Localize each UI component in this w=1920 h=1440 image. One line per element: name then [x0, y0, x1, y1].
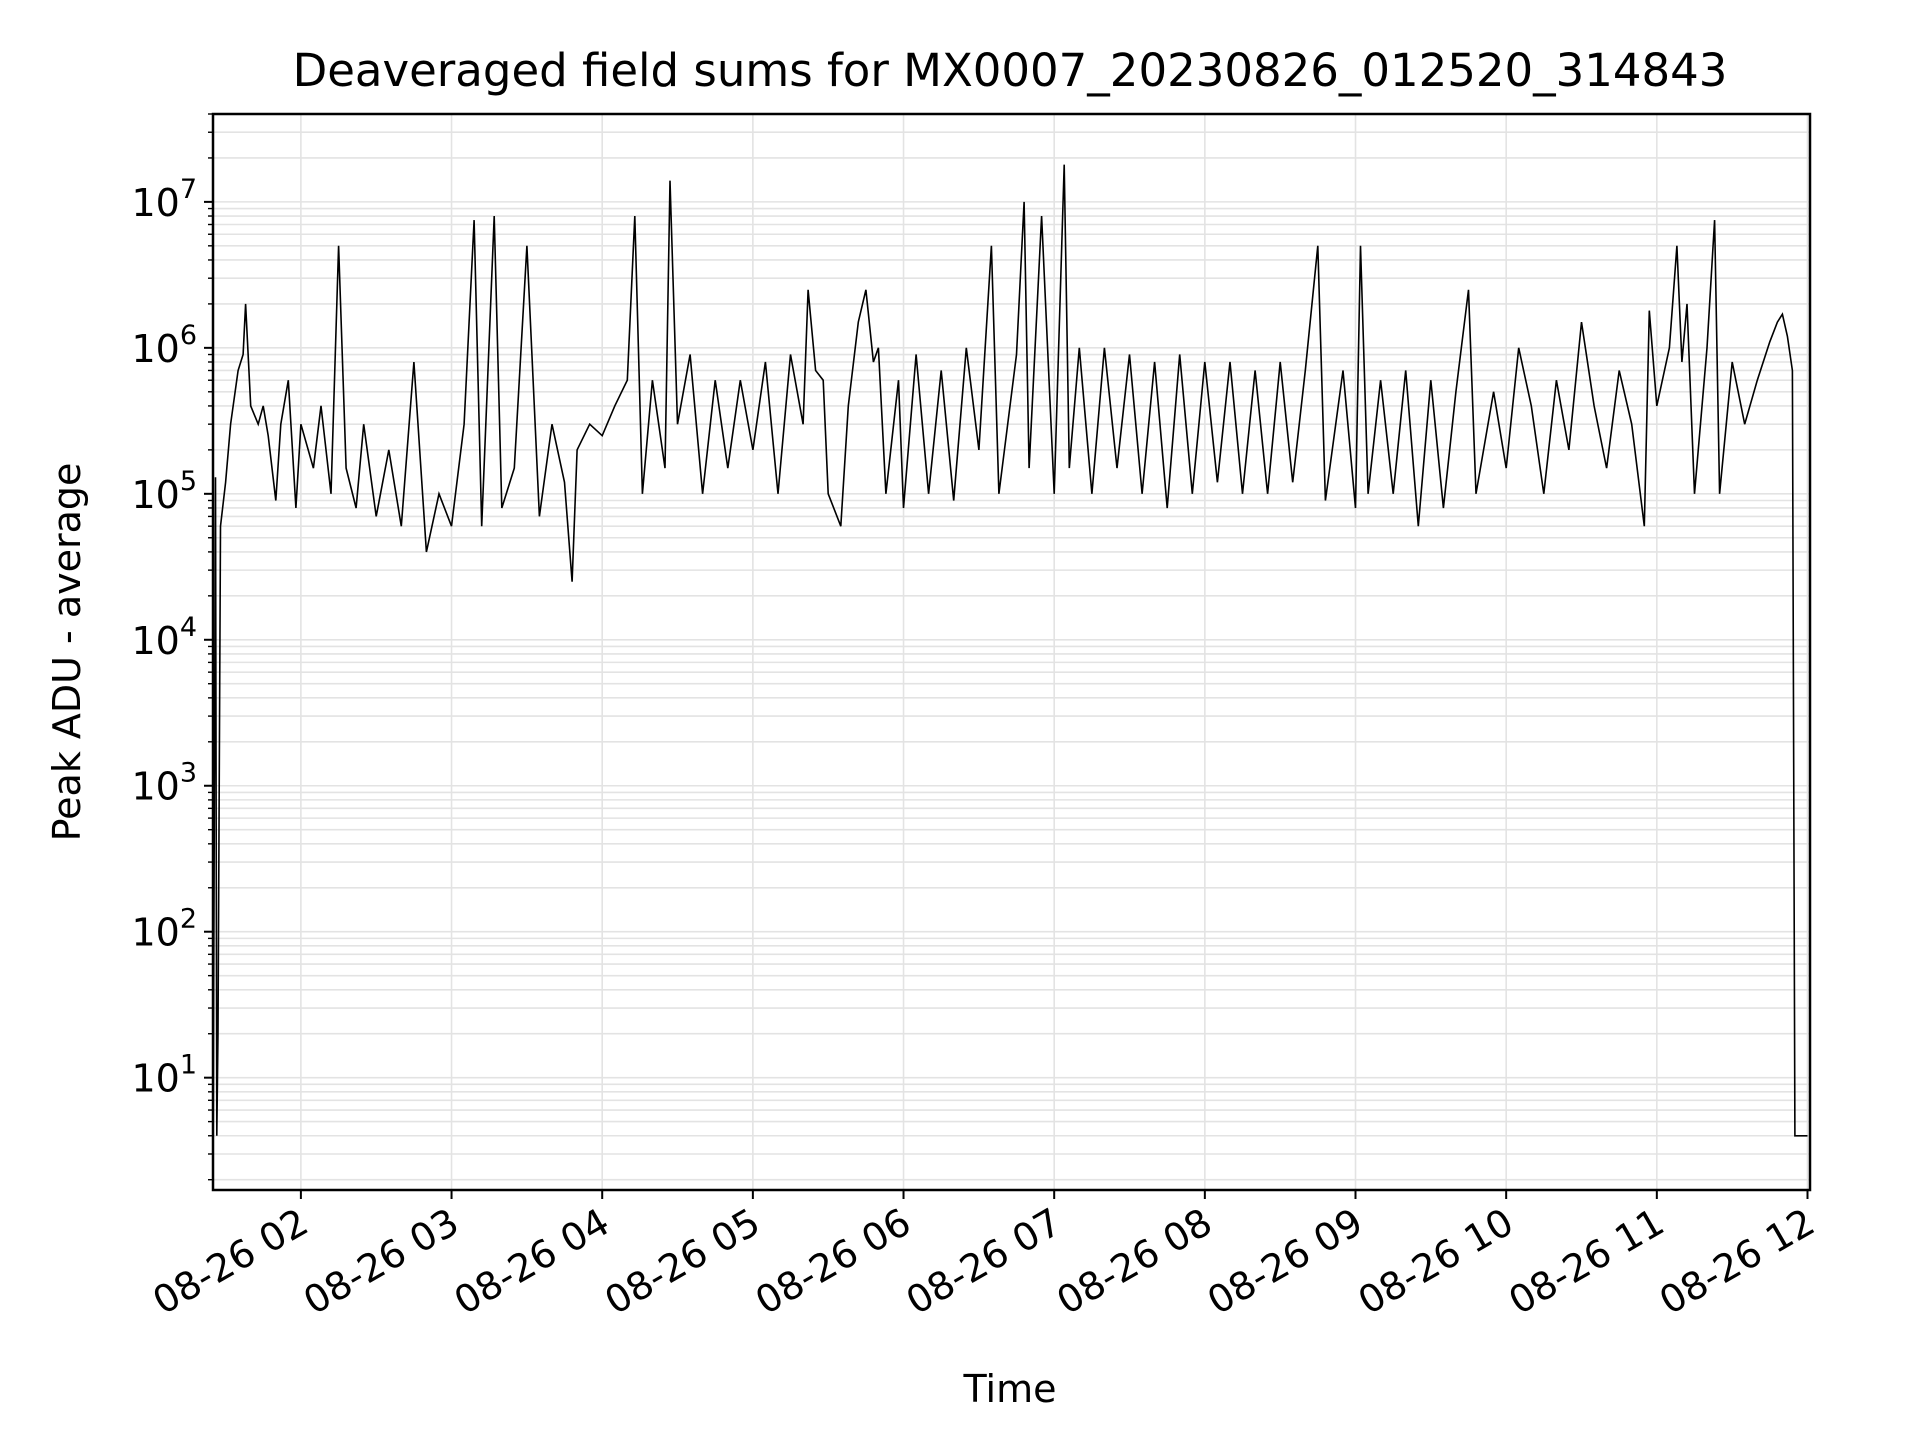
series-group: [212, 164, 1808, 1187]
y-tick-label: 104: [131, 612, 197, 663]
x-tick-label: 08-26 10: [1351, 1200, 1521, 1324]
plot-frame: [211, 112, 1812, 1192]
chart-title: Deaveraged field sums for MX0007_2023082…: [293, 44, 1728, 97]
plot-background: [213, 114, 1810, 1190]
y-axis-label: Peak ADU - average: [45, 463, 89, 842]
y-tick-label: 107: [131, 174, 197, 225]
series-line: [212, 164, 1808, 1187]
y-tick-label: 106: [131, 320, 197, 371]
x-tick-label: 08-26 09: [1200, 1200, 1370, 1324]
x-tick-label: 08-26 11: [1501, 1200, 1671, 1324]
x-tick-label: 08-26 05: [597, 1200, 767, 1324]
y-tick-label: 101: [131, 1050, 197, 1101]
x-tick-label: 08-26 02: [145, 1200, 315, 1324]
y-tick-label: 105: [131, 466, 197, 517]
x-tick-label: 08-26 07: [899, 1200, 1069, 1324]
y-tick-label: 102: [131, 904, 197, 955]
grid: [213, 113, 1810, 1190]
x-tick-label: 08-26 12: [1652, 1200, 1822, 1324]
y-tick-group: 101 102 103 104 105 106 107: [131, 113, 213, 1181]
x-tick-label: 08-26 04: [447, 1200, 617, 1324]
x-tick-label: 08-26 08: [1049, 1200, 1219, 1324]
y-tick-label: 103: [131, 758, 197, 809]
x-axis-label: Time: [963, 1367, 1057, 1411]
x-tick-label: 08-26 06: [748, 1200, 918, 1324]
x-tick-label: 08-26 03: [296, 1200, 466, 1324]
